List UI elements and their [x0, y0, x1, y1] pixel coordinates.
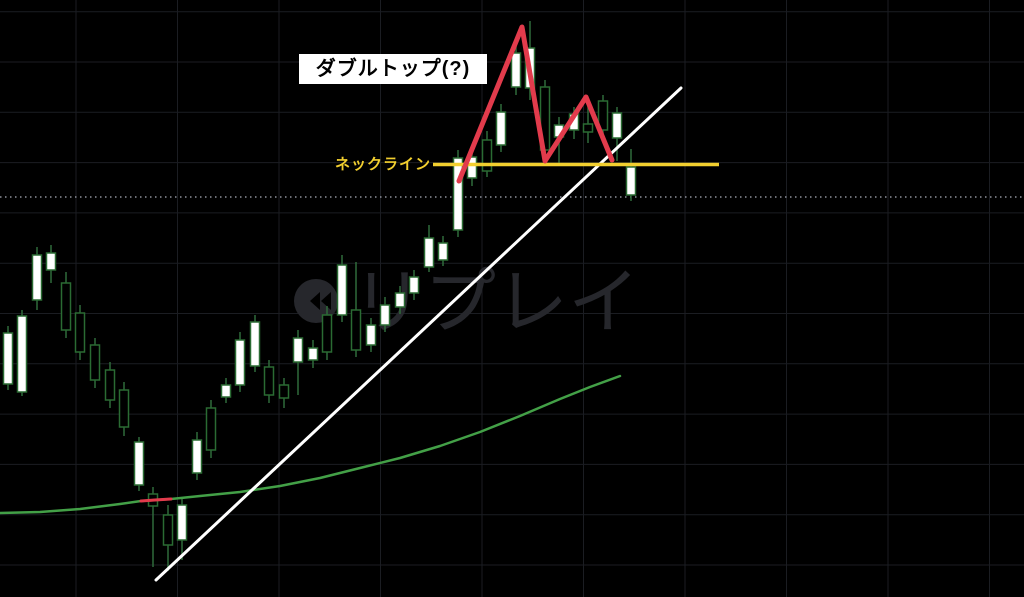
candle-body [336, 264, 348, 316]
candle-body [162, 514, 174, 546]
double-top-pattern-line [456, 24, 615, 184]
candle-body [365, 324, 377, 346]
candle-body [16, 315, 28, 393]
candle-body [321, 314, 333, 353]
candle-body [466, 156, 478, 179]
candle-body [278, 384, 290, 399]
candle-body [611, 112, 623, 139]
candle-body [481, 139, 493, 172]
candle-body [74, 312, 86, 353]
candle-body [625, 166, 637, 196]
moving-average-red-segment [139, 497, 173, 503]
candle-body [379, 304, 391, 326]
candle-body [452, 157, 464, 231]
candle-body [423, 237, 435, 268]
candle-body [60, 282, 72, 331]
candle-body [307, 347, 319, 361]
candle-body [31, 254, 43, 301]
candle-body [263, 366, 275, 396]
candle-body [2, 332, 14, 385]
candle-body [176, 504, 188, 541]
candle-body [350, 309, 362, 351]
candle-body [234, 339, 246, 386]
neckline-annotation-label: ネックライン [334, 156, 431, 173]
candle-body [45, 252, 57, 271]
candle-body [510, 52, 522, 88]
candle-body [437, 242, 449, 261]
candle-body [582, 123, 594, 133]
moving-average-line [0, 374, 622, 515]
candle-body [408, 276, 420, 294]
candle-body [191, 439, 203, 474]
ascending-trendline [154, 86, 683, 582]
candle-body [249, 321, 261, 367]
candle-body [133, 441, 145, 486]
rewind-chevron [310, 292, 320, 310]
double-top-annotation-label: ダブルトップ(?) [299, 54, 487, 84]
candle-body [597, 100, 609, 131]
candle-body [118, 389, 130, 428]
candle-body [104, 369, 116, 401]
candle-body [220, 384, 232, 398]
candle-body [205, 407, 217, 451]
candle-body [495, 111, 507, 146]
candle-body [89, 344, 101, 381]
rewind-chevron [321, 292, 331, 310]
candle-body [292, 337, 304, 363]
candle-body [394, 292, 406, 308]
